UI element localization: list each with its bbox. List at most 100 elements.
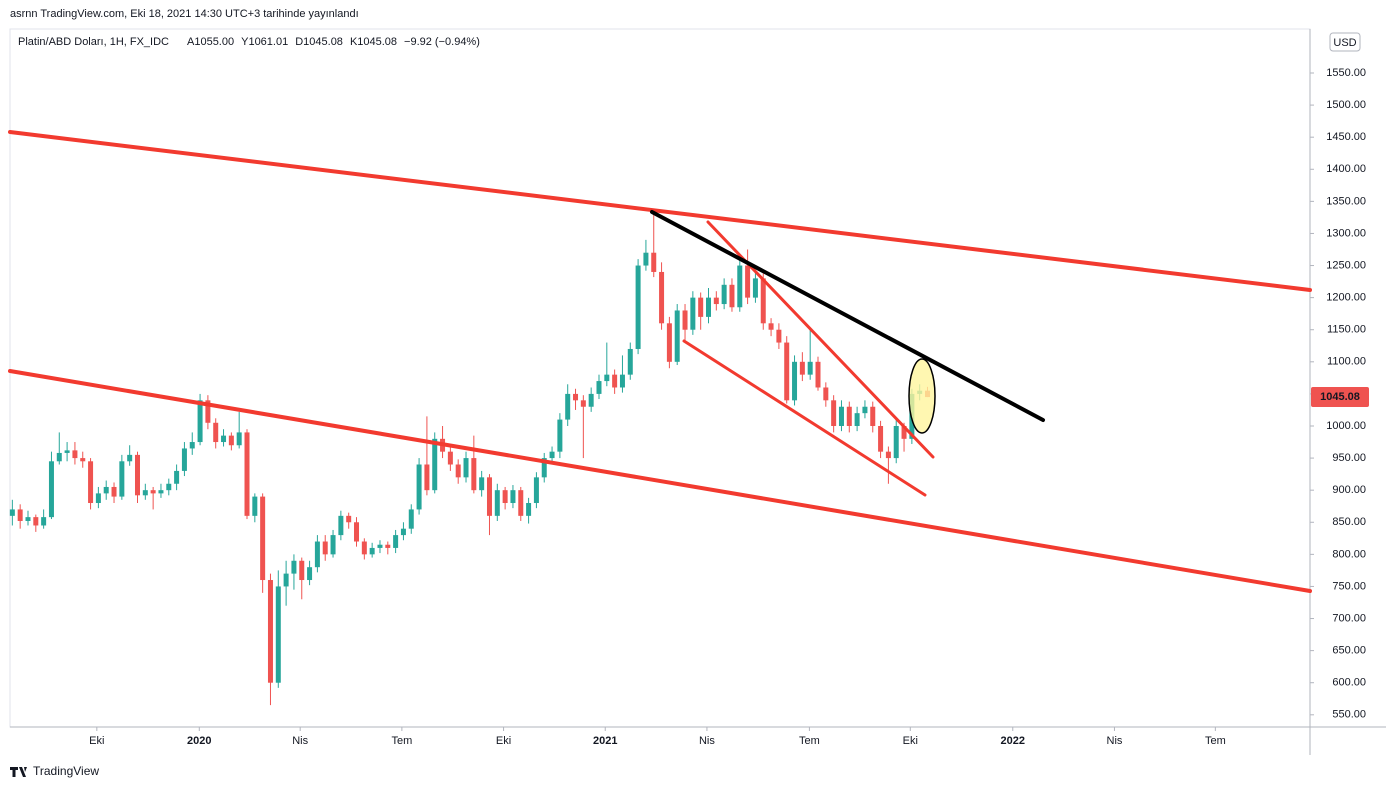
candle-body (502, 490, 508, 504)
y-tick-label: 700.00 (1332, 612, 1366, 624)
highlight-ellipse (908, 358, 936, 434)
y-tick-label: 1200.00 (1326, 292, 1366, 304)
y-tick-label: 600.00 (1332, 677, 1366, 689)
y-tick-label: 1550.00 (1326, 67, 1366, 79)
last-price-label: 1045.08 (1320, 391, 1360, 403)
y-tick-label: 550.00 (1332, 709, 1366, 721)
x-tick-label: Nis (699, 735, 715, 747)
candle-body (643, 252, 649, 266)
candle-body (424, 464, 430, 491)
x-tick-label: 2020 (187, 735, 211, 747)
candle-body (236, 432, 242, 446)
candle-body (596, 381, 602, 394)
candle-body (479, 477, 485, 491)
candle-body (142, 490, 148, 496)
candle-body (659, 271, 665, 324)
resistance-line (650, 210, 1045, 422)
candle-body (299, 560, 305, 581)
candle-body (885, 451, 891, 459)
candle-body (103, 486, 109, 494)
candle-body (416, 464, 422, 510)
candle-body (41, 517, 47, 526)
ohlc-value: D1045.08 (295, 36, 343, 48)
candle-body (698, 297, 704, 317)
candle-body (408, 509, 414, 529)
y-tick-label: 850.00 (1332, 516, 1366, 528)
candle-body (768, 323, 774, 330)
y-tick-label: 1350.00 (1326, 195, 1366, 207)
candle-body (252, 496, 258, 516)
y-tick-label: 900.00 (1332, 484, 1366, 496)
candle-body (494, 490, 500, 516)
candle-body (9, 509, 15, 516)
wedge-lower-line (682, 339, 927, 497)
candle-body (541, 458, 547, 478)
candle-body (651, 252, 657, 272)
candle-body (838, 406, 844, 426)
candle-body (815, 361, 821, 388)
y-tick-label: 650.00 (1332, 645, 1366, 657)
candle-body (25, 517, 31, 521)
ohlc-legend: A1055.00 Y1061.01 D1045.08 K1045.08 −9.92 (−… (187, 36, 480, 48)
x-tick-label: 2022 (1001, 735, 1025, 747)
candle-body (158, 490, 164, 494)
candle-body (901, 425, 907, 439)
candle-body (150, 490, 156, 494)
y-tick-label: 1100.00 (1327, 356, 1366, 368)
candle-body (330, 535, 336, 555)
plot-area (9, 28, 1311, 728)
candle-body (870, 406, 876, 426)
candle-body (518, 490, 524, 516)
candle-body (361, 541, 367, 555)
candle-body (823, 387, 829, 401)
candle-body (48, 461, 54, 518)
y-tick-label: 1000.00 (1326, 420, 1366, 432)
candle-body (447, 451, 453, 465)
candle-body (807, 361, 813, 375)
candle-body (393, 535, 399, 548)
candle-body (690, 297, 696, 330)
candle-body (705, 297, 711, 317)
candle-body (119, 461, 125, 497)
candle-body (181, 448, 187, 471)
y-tick-label: 1150.00 (1327, 324, 1366, 336)
candle-body (64, 450, 70, 453)
candle-body (377, 544, 383, 548)
candles (9, 209, 931, 706)
x-tick-label: Eki (89, 735, 104, 747)
candle-body (893, 425, 899, 459)
candle-body (627, 348, 633, 375)
ohlc-value: A1055.00 (187, 36, 234, 48)
candle-body (463, 458, 469, 478)
candle-body (80, 458, 86, 462)
candle-body (283, 573, 289, 587)
candle-body (314, 541, 320, 568)
upper-channel-line (8, 130, 1312, 292)
candle-body (267, 580, 273, 683)
x-tick-label: Eki (903, 735, 918, 747)
candle-body (674, 310, 680, 362)
y-tick-label: 950.00 (1332, 452, 1366, 464)
y-tick-label: 1500.00 (1326, 99, 1366, 111)
candle-body (189, 442, 195, 449)
candle-body (776, 329, 782, 343)
candle-body (510, 490, 516, 504)
candle-body (721, 284, 727, 305)
candle-body (745, 265, 751, 298)
publish-header: asrnn TradingView.com, Eki 18, 2021 14:3… (10, 8, 359, 20)
candle-body (729, 284, 735, 308)
candle-body (573, 393, 579, 401)
candle-body (604, 374, 610, 382)
candle-body (17, 509, 23, 521)
x-tick-label: Nis (1107, 735, 1123, 747)
candle-body (682, 310, 688, 330)
candle-body (486, 477, 492, 516)
candle-body (580, 400, 586, 407)
candle-body (174, 470, 180, 484)
candle-body (533, 477, 539, 504)
x-tick-label: Nis (292, 735, 308, 747)
candle-body (526, 503, 532, 516)
candle-body (862, 406, 868, 414)
candle-body (588, 393, 594, 407)
